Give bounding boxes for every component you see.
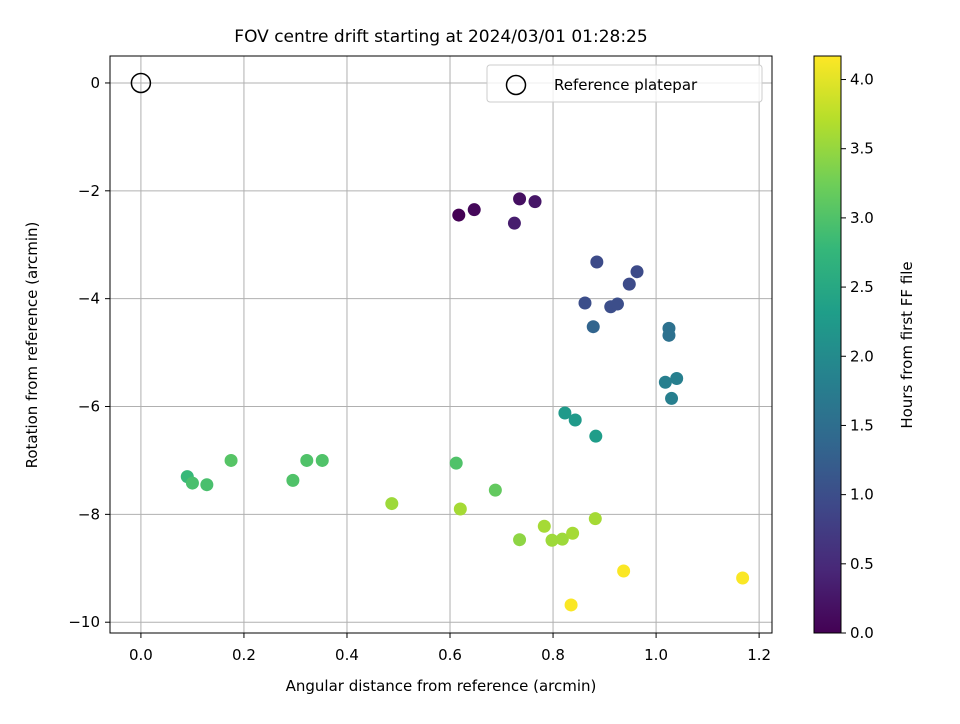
- data-point: [467, 203, 481, 217]
- data-point: [507, 216, 521, 230]
- colorbar-tick-label: 2.0: [850, 347, 874, 365]
- data-point: [300, 453, 314, 467]
- data-point: [537, 519, 551, 533]
- data-point: [564, 598, 578, 612]
- data-point: [453, 502, 467, 516]
- y-tick-label: −4: [78, 290, 100, 308]
- data-point: [558, 406, 572, 420]
- x-axis-label: Angular distance from reference (arcmin): [286, 677, 597, 695]
- x-tick-label: 0.6: [438, 646, 462, 664]
- legend: Reference platepar: [486, 64, 763, 103]
- data-point: [662, 328, 676, 342]
- colorbar-ticks: 0.0 0.5 1.0 1.5 2.0 2.5 3.0 3.5 4.0: [841, 71, 874, 642]
- data-point: [665, 391, 679, 405]
- data-point: [528, 195, 542, 209]
- colorbar-label: Hours from first FF file: [898, 261, 916, 428]
- y-tick-label: −10: [68, 613, 100, 631]
- axes: 0.0 0.2 0.4 0.6 0.8 1.0 1.2 0 −2 −4 −6 −8 −10: [68, 55, 773, 664]
- y-tick-label: −8: [78, 505, 100, 523]
- colorbar: 0.0 0.5 1.0 1.5 2.0 2.5 3.0 3.5 4.0 Hours from f…: [813, 55, 916, 642]
- data-point: [588, 512, 602, 526]
- data-point: [452, 208, 466, 222]
- colorbar-tick-label: 0.0: [850, 624, 874, 642]
- data-point: [630, 265, 644, 279]
- data-point: [200, 478, 214, 492]
- colorbar-tick-label: 2.5: [850, 278, 874, 296]
- data-point: [513, 533, 527, 547]
- data-point: [736, 571, 750, 585]
- legend-frame: [486, 64, 763, 103]
- x-tick-label: 0.0: [129, 646, 153, 664]
- data-point: [610, 297, 624, 311]
- data-point: [488, 483, 502, 497]
- colorbar-tick-label: 1.5: [850, 416, 874, 434]
- data-point: [670, 371, 684, 385]
- data-point: [385, 497, 399, 511]
- data-point: [315, 453, 329, 467]
- y-tick-label: 0: [90, 74, 100, 92]
- data-point: [545, 533, 559, 547]
- y-axis-label: Rotation from reference (arcmin): [23, 222, 41, 469]
- colorbar-tick-label: 3.5: [850, 140, 874, 158]
- x-tick-label: 0.8: [541, 646, 565, 664]
- data-point: [658, 375, 672, 389]
- data-point: [589, 429, 603, 443]
- reference-platepar-marker: [130, 72, 152, 94]
- data-point: [578, 296, 592, 310]
- data-point: [555, 532, 569, 546]
- data-point: [566, 526, 580, 540]
- x-tick-label: 1.0: [644, 646, 668, 664]
- data-point: [449, 456, 463, 470]
- x-tick-label: 0.2: [232, 646, 256, 664]
- colorbar-tick-label: 1.0: [850, 486, 874, 504]
- data-point: [568, 413, 582, 427]
- x-tick-label: 1.2: [747, 646, 771, 664]
- x-tick-label: 0.4: [335, 646, 359, 664]
- y-tick-label: −2: [78, 182, 100, 200]
- data-point: [586, 320, 600, 334]
- colorbar-tick-label: 4.0: [850, 71, 874, 89]
- chart-title: FOV centre drift starting at 2024/03/01 …: [234, 27, 647, 47]
- plot-frame: [109, 55, 773, 634]
- data-point: [590, 255, 604, 269]
- data-point: [622, 277, 636, 291]
- colorbar-tick-label: 0.5: [850, 555, 874, 573]
- grid-lines: [110, 56, 772, 633]
- data-point: [224, 453, 238, 467]
- data-point: [513, 192, 527, 206]
- legend-label: Reference platepar: [554, 76, 698, 94]
- legend-marker: [505, 74, 527, 96]
- data-point: [185, 476, 199, 490]
- data-point: [286, 473, 300, 487]
- y-tick-label: −6: [78, 398, 100, 416]
- data-point: [617, 564, 631, 578]
- colorbar-gradient: [813, 55, 842, 634]
- colorbar-tick-label: 3.0: [850, 209, 874, 227]
- data-points: [130, 72, 750, 612]
